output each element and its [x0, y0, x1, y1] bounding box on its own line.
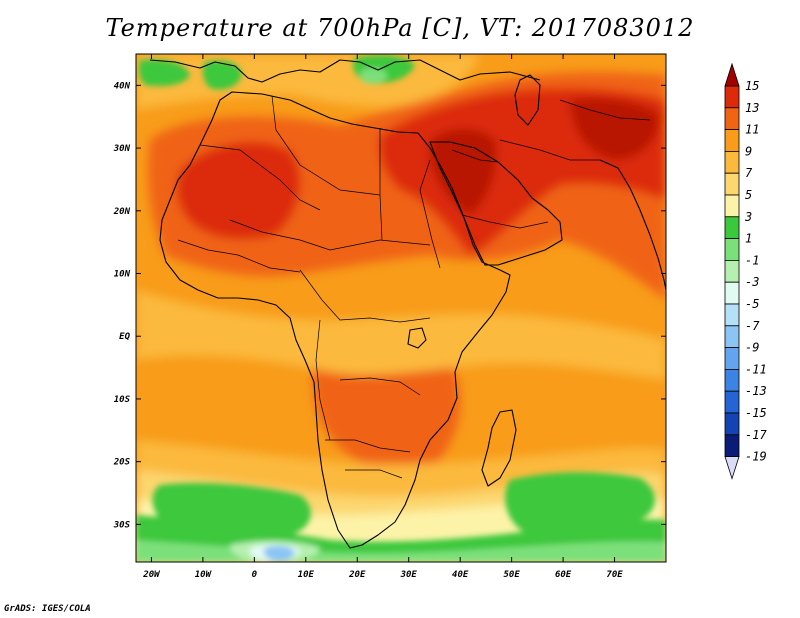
latitude-axis: 40N 30N 20N 10N EQ 10S 20S 30S — [113, 81, 666, 530]
colorbar-swatch — [724, 238, 740, 261]
field-band-m1-greece — [359, 68, 388, 84]
field-band-m7-south — [263, 545, 295, 562]
colorbar-label: -19 — [745, 450, 767, 464]
colorbar-swatch — [724, 434, 740, 457]
lat-tick-label: 30N — [113, 144, 131, 154]
lat-tick-label: 20S — [113, 458, 131, 468]
field-band-1-south-east — [505, 472, 655, 535]
colorbar-swatch — [724, 172, 740, 196]
field-band-13-sahara — [176, 141, 301, 240]
map-title: Temperature at 700hPa [C], VT: 201708301… — [105, 14, 695, 42]
colorbar-swatch — [724, 281, 740, 305]
colorbar-swatch — [724, 216, 740, 240]
colorbar-label: 9 — [745, 144, 752, 158]
lon-tick-label: 10E — [298, 570, 315, 580]
colorbar-label: -3 — [745, 275, 759, 289]
plot-frame — [135, 53, 667, 563]
field-band-1-iberia — [202, 60, 242, 90]
colorbar: 15 13 11 9 7 5 3 1 -1 -3 -5 -7 -9 -11 -13 -15 -17 -19 — [724, 62, 767, 480]
colorbar-label: 1 — [745, 232, 752, 246]
colorbar-label: 13 — [745, 101, 759, 115]
colorbar-label: 15 — [745, 79, 759, 93]
lon-tick-label: 10W — [195, 570, 213, 580]
lon-tick-label: 70E — [606, 570, 623, 580]
lat-tick-label: 10N — [114, 270, 131, 280]
colorbar-label: -1 — [745, 253, 759, 267]
colorbar-swatch — [724, 347, 740, 370]
lon-tick-label: 60E — [555, 570, 572, 580]
colorbar-swatch — [724, 259, 740, 283]
colorbar-below-19 — [724, 456, 740, 480]
lake-victoria — [407, 327, 427, 349]
coastlines — [149, 59, 666, 549]
field-band-1-west-atlantic — [138, 59, 190, 87]
colorbar-swatch — [724, 85, 740, 109]
colorbar-swatch — [724, 107, 740, 131]
lat-tick-label: EQ — [119, 332, 130, 342]
country-borders — [177, 95, 651, 479]
lon-tick-label: 0 — [252, 570, 258, 580]
field-band-15-asia — [570, 98, 660, 160]
colorbar-label: -9 — [745, 341, 759, 355]
colorbar-label: 11 — [745, 123, 759, 137]
colorbar-swatch — [724, 150, 740, 174]
longitude-axis: 20W 10W 0 10E 20E 30E 40E 50E 60E 70E — [142, 54, 623, 580]
lat-tick-label: 20N — [113, 207, 131, 217]
lon-tick-label: 20W — [142, 570, 161, 580]
field-band-7-equator — [136, 290, 666, 380]
madagascar-coastline — [481, 409, 517, 487]
colorbar-swatch — [724, 303, 740, 327]
lat-tick-label: 30S — [113, 520, 131, 530]
lon-tick-label: 40E — [452, 570, 469, 580]
colorbar-swatch — [724, 390, 740, 414]
grads-credit: GrADS: IGES/COLA — [4, 604, 91, 614]
africa-coastline — [159, 91, 511, 549]
lon-tick-label: 50E — [503, 570, 520, 580]
colorbar-swatch — [724, 325, 740, 348]
colorbar-above-15 — [724, 62, 740, 87]
colorbar-label: 5 — [745, 188, 752, 202]
lon-tick-label: 20E — [348, 570, 366, 580]
colorbar-label: -13 — [745, 384, 767, 398]
colorbar-label: -5 — [745, 297, 759, 311]
colorbar-swatch — [724, 412, 740, 436]
colorbar-label: -15 — [745, 406, 767, 420]
lat-tick-label: 10S — [114, 395, 131, 405]
lon-tick-label: 30E — [400, 570, 418, 580]
europe-coastline — [149, 59, 541, 83]
colorbar-swatch — [724, 194, 740, 218]
lat-tick-label: 40N — [114, 81, 131, 91]
colorbar-swatch — [724, 368, 740, 392]
india-coastline — [599, 159, 666, 291]
temperature-field — [136, 54, 666, 562]
colorbar-label: 3 — [744, 210, 752, 224]
colorbar-label: 7 — [745, 166, 753, 180]
caspian-coastline — [514, 74, 541, 126]
colorbar-label: -11 — [745, 362, 767, 376]
colorbar-label: -17 — [745, 428, 767, 442]
colorbar-swatch — [724, 129, 740, 152]
colorbar-label: -7 — [745, 319, 760, 333]
